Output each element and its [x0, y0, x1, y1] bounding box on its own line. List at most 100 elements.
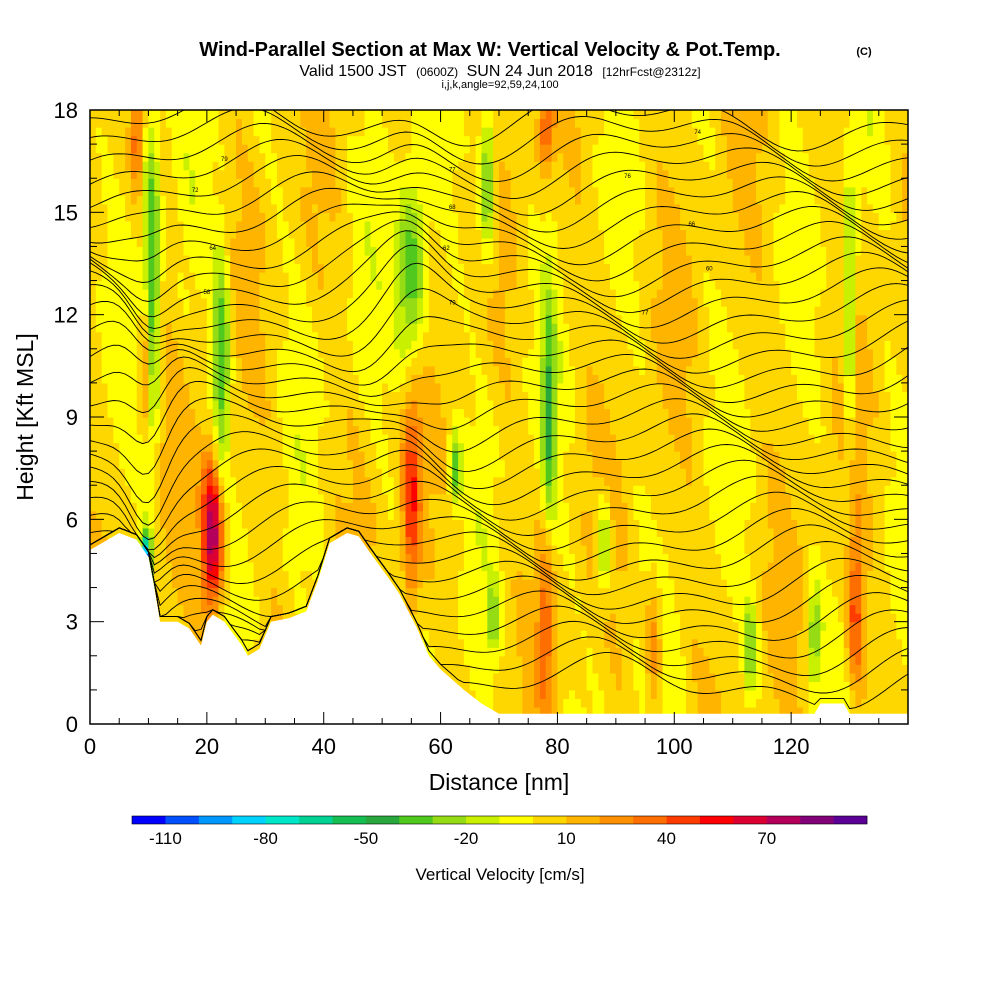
- velocity-cell: [382, 357, 389, 367]
- velocity-cell: [335, 169, 342, 179]
- velocity-cell: [288, 272, 296, 282]
- velocity-cell: [259, 570, 266, 580]
- velocity-cell: [423, 510, 430, 520]
- velocity-cell: [276, 246, 284, 256]
- velocity-cell: [423, 519, 430, 529]
- velocity-cell: [347, 348, 354, 358]
- velocity-cell: [125, 417, 132, 427]
- velocity-cell: [154, 485, 161, 495]
- velocity-cell: [376, 391, 383, 401]
- velocity-cell: [218, 195, 225, 205]
- velocity-cell: [323, 272, 331, 282]
- velocity-cell: [130, 212, 138, 222]
- velocity-cell: [218, 399, 225, 410]
- velocity-cell: [294, 263, 301, 273]
- velocity-cell: [148, 399, 155, 410]
- velocity-cell: [125, 220, 132, 230]
- velocity-cell: [177, 186, 185, 196]
- velocity-cell: [440, 323, 448, 333]
- velocity-cell: [195, 485, 202, 495]
- velocity-cell: [276, 570, 284, 580]
- velocity-cell: [282, 195, 290, 205]
- velocity-cell: [288, 212, 296, 222]
- velocity-cell: [335, 459, 342, 469]
- velocity-cell: [90, 434, 97, 444]
- velocity-cell: [101, 348, 109, 358]
- velocity-cell: [201, 425, 208, 435]
- velocity-cell: [142, 297, 150, 307]
- velocity-cell: [218, 536, 225, 546]
- velocity-cell: [195, 263, 202, 273]
- velocity-cell: [417, 272, 424, 282]
- velocity-cell: [405, 451, 412, 461]
- velocity-cell: [160, 587, 167, 597]
- velocity-cell: [148, 263, 155, 273]
- velocity-cell: [90, 365, 97, 375]
- velocity-cell: [370, 263, 377, 273]
- velocity-cell: [352, 152, 360, 162]
- velocity-cell: [148, 144, 155, 154]
- velocity-cell: [259, 212, 266, 222]
- velocity-cell: [306, 587, 313, 597]
- velocity-cell: [259, 604, 266, 614]
- velocity-cell: [475, 289, 483, 299]
- velocity-cell: [411, 220, 418, 230]
- velocity-cell: [154, 237, 161, 248]
- velocity-cell: [469, 510, 477, 520]
- velocity-cell: [230, 212, 237, 222]
- velocity-cell: [224, 331, 231, 341]
- velocity-cell: [206, 485, 214, 495]
- velocity-cell: [405, 561, 412, 572]
- velocity-cell: [382, 527, 389, 537]
- velocity-cell: [160, 365, 167, 375]
- velocity-cell: [376, 289, 383, 299]
- velocity-cell: [370, 485, 377, 495]
- velocity-cell: [265, 127, 272, 137]
- velocity-cell: [399, 229, 407, 239]
- velocity-cell: [160, 144, 167, 154]
- velocity-cell: [230, 374, 237, 384]
- velocity-cell: [376, 246, 383, 256]
- velocity-cell: [253, 237, 261, 248]
- velocity-cell: [212, 476, 220, 486]
- velocity-cell: [236, 297, 243, 307]
- velocity-cell: [236, 502, 243, 512]
- velocity-cell: [171, 536, 179, 546]
- velocity-cell: [90, 229, 97, 239]
- velocity-cell: [481, 579, 488, 589]
- velocity-cell: [405, 254, 412, 265]
- velocity-cell: [487, 664, 494, 674]
- velocity-cell: [382, 297, 389, 307]
- velocity-cell: [90, 485, 97, 495]
- velocity-cell: [113, 203, 120, 213]
- velocity-cell: [376, 237, 383, 248]
- velocity-cell: [276, 442, 284, 452]
- velocity-cell: [107, 220, 114, 230]
- velocity-cell: [411, 527, 418, 537]
- velocity-cell: [195, 527, 202, 537]
- velocity-cell: [201, 229, 208, 239]
- velocity-cell: [294, 570, 301, 580]
- velocity-cell: [306, 272, 313, 282]
- velocity-cell: [160, 510, 167, 520]
- velocity-cell: [253, 382, 261, 393]
- velocity-cell: [312, 417, 319, 427]
- velocity-cell: [154, 434, 161, 444]
- velocity-cell: [317, 510, 325, 520]
- velocity-cell: [195, 161, 202, 171]
- velocity-cell: [440, 544, 448, 555]
- velocity-cell: [119, 237, 126, 248]
- velocity-cell: [370, 314, 377, 324]
- velocity-cell: [300, 596, 307, 606]
- velocity-cell: [335, 195, 342, 205]
- velocity-cell: [428, 408, 436, 418]
- velocity-cell: [294, 468, 301, 478]
- velocity-cell: [294, 331, 301, 341]
- velocity-cell: [189, 357, 196, 367]
- velocity-cell: [195, 502, 202, 512]
- velocity-cell: [300, 510, 307, 520]
- velocity-cell: [428, 604, 436, 614]
- velocity-cell: [452, 323, 459, 333]
- velocity-cell: [265, 195, 272, 205]
- velocity-cell: [475, 110, 483, 120]
